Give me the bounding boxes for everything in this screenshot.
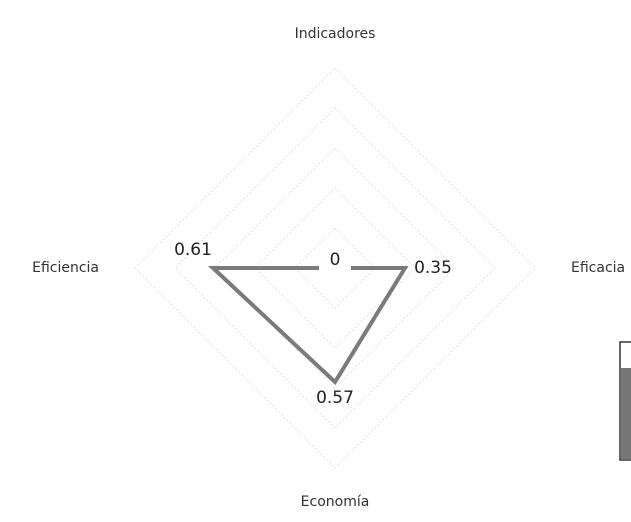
- grid-ring: [214, 147, 456, 389]
- legend-swatch: [621, 368, 631, 459]
- axis-label: Indicadores: [295, 26, 376, 42]
- radar-line: [207, 266, 409, 386]
- axis-label: Eficacia: [571, 260, 625, 276]
- grid-ring: [254, 187, 416, 349]
- grid-ring: [294, 227, 376, 309]
- grid-ring: [174, 107, 496, 429]
- axis-label: Eficiencia: [32, 260, 99, 276]
- grid-ring: [134, 67, 536, 469]
- value-label: 0.35: [414, 258, 452, 278]
- value-label: 0: [330, 250, 341, 270]
- value-label: 0.57: [316, 388, 354, 408]
- value-label: 0.61: [174, 240, 212, 260]
- axis-label: Economía: [301, 494, 370, 510]
- value-label-bg: [319, 250, 351, 270]
